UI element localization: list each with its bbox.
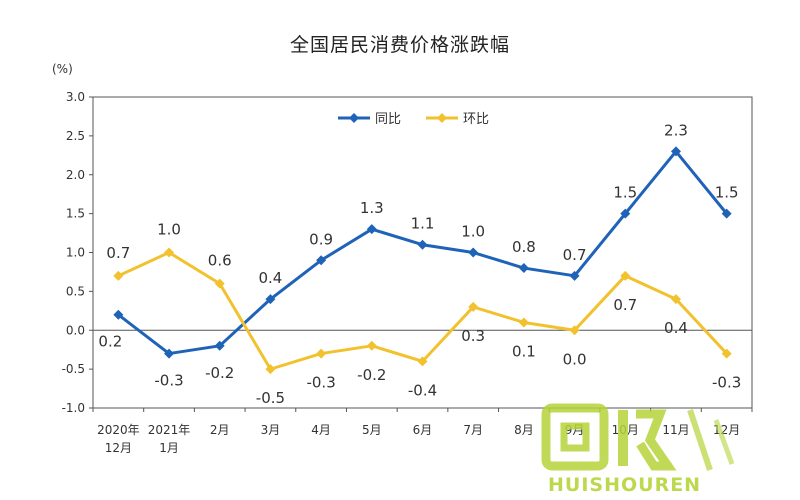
data-point-mom	[164, 247, 175, 258]
chart-title: 全国居民消费价格涨跌幅	[289, 34, 510, 56]
x-tick-label: 2021年	[148, 423, 191, 437]
data-label-yoy: -0.3	[154, 372, 183, 390]
data-label-yoy: 0.8	[512, 238, 536, 256]
data-label-yoy: 2.3	[664, 121, 688, 139]
legend-marker-mom	[437, 113, 447, 123]
legend-marker-yoy	[349, 113, 359, 123]
data-label-yoy: 0.7	[563, 246, 587, 264]
data-labels-layer: 0.2 -0.3 -0.2 0.4 0.9 1.3 1.1 1.0 0.8 0.7 1.5 2.3 1.…	[98, 121, 741, 407]
data-label-yoy: -0.2	[205, 364, 234, 382]
data-label-yoy: 1.3	[360, 199, 384, 217]
y-tick-label: -0.5	[62, 362, 85, 376]
data-point-yoy	[265, 294, 276, 305]
data-point-yoy	[366, 224, 377, 235]
data-label-mom: 0.7	[613, 296, 637, 314]
data-point-yoy	[569, 270, 580, 281]
x-tick-label: 8月	[514, 423, 534, 437]
data-point-mom	[113, 270, 124, 281]
series-layer	[113, 146, 732, 375]
data-label-mom: 1.0	[157, 221, 181, 239]
data-label-yoy: 1.5	[613, 184, 637, 202]
data-point-mom	[265, 364, 276, 375]
y-tick-label: 3.0	[66, 90, 85, 104]
watermark-text: HUISHOUREN	[548, 474, 702, 496]
y-tick-label: 0.5	[66, 284, 85, 298]
data-point-yoy	[316, 255, 327, 266]
data-label-yoy: 1.1	[411, 215, 435, 233]
data-point-mom	[214, 278, 225, 289]
watermark-logo	[540, 400, 740, 495]
data-label-yoy: 1.5	[715, 184, 739, 202]
data-label-mom: 0.0	[563, 350, 587, 368]
data-point-yoy	[214, 340, 225, 351]
x-tick-label: 5月	[362, 423, 382, 437]
data-point-yoy	[113, 309, 124, 320]
chart-axes: 3.0 2.5 2.0 1.5 1.0 0.5 0.0 -0.5 -1.0 2020年 12月 202…	[62, 90, 753, 455]
data-point-yoy	[518, 263, 529, 274]
x-tick-label: 12月	[105, 441, 132, 455]
legend-label-mom: 环比	[463, 112, 489, 127]
data-label-yoy: 1.0	[461, 223, 485, 241]
data-point-yoy	[468, 247, 479, 258]
data-label-yoy: 0.9	[309, 230, 333, 248]
x-tick-label: 1月	[159, 441, 179, 455]
x-tick-label: 4月	[311, 423, 331, 437]
data-point-mom	[620, 270, 631, 281]
x-tick-label: 11月	[662, 423, 689, 437]
data-label-mom: -0.3	[712, 374, 741, 392]
data-label-yoy: 0.4	[258, 269, 282, 287]
data-label-mom: -0.3	[306, 374, 335, 392]
data-point-yoy	[670, 146, 681, 157]
x-tick-label: 7月	[463, 423, 483, 437]
data-label-mom: -0.5	[256, 389, 285, 407]
x-tick-label: 2月	[210, 423, 230, 437]
data-point-mom	[721, 348, 732, 359]
data-point-yoy	[620, 208, 631, 219]
data-label-mom: 0.3	[461, 327, 485, 345]
data-point-mom	[468, 301, 479, 312]
data-label-mom: 0.1	[512, 342, 536, 360]
chart-legend: 同比 环比	[338, 112, 489, 127]
x-tick-label: 2020年	[97, 423, 140, 437]
data-point-mom	[316, 348, 327, 359]
data-label-mom: -0.2	[357, 366, 386, 384]
x-tick-label: 6月	[413, 423, 433, 437]
data-label-mom: 0.6	[208, 252, 232, 270]
data-label-mom: 0.4	[664, 319, 688, 337]
data-point-mom	[518, 317, 529, 328]
data-point-mom	[366, 340, 377, 351]
data-label-yoy: 0.2	[98, 333, 122, 351]
y-tick-label: 1.0	[66, 246, 85, 260]
data-point-mom	[670, 294, 681, 305]
data-label-mom: 0.7	[106, 244, 130, 262]
legend-label-yoy: 同比	[375, 112, 401, 127]
data-point-yoy	[164, 348, 175, 359]
y-tick-label: 2.0	[66, 168, 85, 182]
y-tick-label: 0.0	[66, 323, 85, 337]
y-unit-label: (%)	[52, 62, 73, 76]
y-tick-label: -1.0	[62, 401, 85, 415]
data-label-mom: -0.4	[408, 381, 437, 399]
x-tick-label: 3月	[261, 423, 281, 437]
data-point-yoy	[721, 208, 732, 219]
data-point-mom	[417, 356, 428, 367]
y-tick-label: 2.5	[66, 129, 85, 143]
data-point-yoy	[417, 239, 428, 250]
data-point-mom	[569, 325, 580, 336]
y-tick-label: 1.5	[66, 207, 85, 221]
